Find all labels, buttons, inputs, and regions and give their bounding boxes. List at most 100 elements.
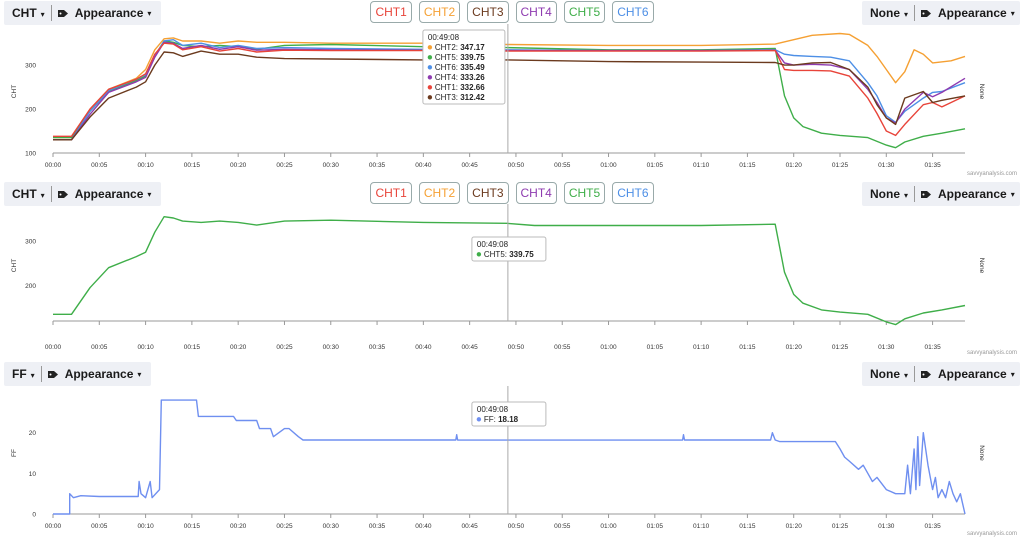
x-tick-label: 00:25 <box>276 523 293 530</box>
cht-all-chart[interactable]: 00:00 00:05 00:10 00:15 00:20 00:25 00:30 00:35… <box>0 0 1024 180</box>
divider <box>50 5 52 21</box>
x-tick-label: 00:55 <box>554 523 571 530</box>
watermark: savvyanalysis.com <box>967 171 1018 177</box>
ff-chart[interactable]: 00:00 00:05 00:10 00:15 00:20 00:25 00:30 00:35… <box>0 361 1024 540</box>
x-tick-label: 00:20 <box>230 162 247 169</box>
x-tick-label: 01:10 <box>693 344 710 351</box>
right-axis-label: None <box>978 258 985 274</box>
x-tick-label: 01:15 <box>739 162 756 169</box>
chevron-down-icon: ▾ <box>1010 369 1015 379</box>
x-tick-label: 01:10 <box>693 523 710 530</box>
x-tick-label: 00:30 <box>323 523 340 530</box>
right-series-select[interactable]: None ▾ <box>870 367 909 381</box>
right-series-select[interactable]: None ▾ <box>870 187 909 201</box>
left-series-select[interactable]: CHT ▾ <box>12 6 45 20</box>
y-tick-label: 300 <box>25 63 36 70</box>
y-tick-label: 10 <box>29 471 37 478</box>
y-tick-label: 100 <box>25 151 36 158</box>
tag-icon <box>57 190 69 199</box>
chart-panel-1: CHT ▾ Appearance ▾ CHT1 CHT2 CHT3 CHT4 CHT5 CHT… <box>0 0 1024 180</box>
cht5-chart[interactable]: 00:00 00:05 00:10 00:15 00:20 00:25 00:30 00:35… <box>0 181 1024 359</box>
left-series-select[interactable]: CHT ▾ <box>12 187 45 201</box>
right-appearance-button[interactable]: Appearance ▾ <box>921 367 1015 381</box>
chevron-down-icon: ▾ <box>904 191 909 200</box>
tooltip-row: CHT1: 332.66 <box>435 83 485 92</box>
x-tick-label: 00:10 <box>137 523 154 530</box>
chart-panel-3: FF ▾ Appearance ▾ None ▾ Appearance ▾ 00:00 0… <box>0 361 1024 540</box>
series-line-cht5 <box>53 216 966 326</box>
panel-1-right-controls: None ▾ Appearance ▾ <box>862 1 1020 25</box>
tooltip-time: 00:49:08 <box>477 405 509 414</box>
divider <box>40 366 42 382</box>
tooltip-row: CHT6: 335.49 <box>435 63 485 72</box>
x-tick-label: 01:05 <box>647 523 664 530</box>
x-tick-label: 00:45 <box>462 344 479 351</box>
y-tick-label: 200 <box>25 283 36 290</box>
chevron-down-icon: ▾ <box>30 371 35 380</box>
y-tick-label: 20 <box>29 430 37 437</box>
x-tick-label: 00:20 <box>230 344 247 351</box>
panel-3-right-controls: None ▾ Appearance ▾ <box>862 362 1020 386</box>
right-series-select[interactable]: None ▾ <box>870 6 909 20</box>
appearance-button[interactable]: Appearance ▾ <box>47 367 142 381</box>
x-tick-label: 01:25 <box>832 523 849 530</box>
tooltip-dot <box>476 252 482 257</box>
right-axis-label: None <box>978 84 985 100</box>
series-toggle-buttons: CHT1 CHT2 CHT3 CHT4 CHT5 CHT6 <box>0 1 1024 23</box>
x-tick-label: 00:05 <box>91 344 108 351</box>
divider <box>914 366 916 382</box>
x-tick-label: 00:00 <box>45 523 62 530</box>
toggle-cht2-button[interactable]: CHT2 <box>418 1 461 23</box>
watermark: savvyanalysis.com <box>967 350 1018 356</box>
panel-2-toolbar: CHT ▾ Appearance ▾ CHT1 CHT2 CHT3 CHT4 CHT5 CHT… <box>0 181 1024 207</box>
x-tick-label: 00:25 <box>276 162 293 169</box>
toggle-cht2-button[interactable]: CHT2 <box>418 182 461 204</box>
chevron-down-icon: ▾ <box>1010 189 1015 199</box>
tooltip-dot <box>427 55 433 60</box>
toggle-cht4-button[interactable]: CHT4 <box>515 182 557 204</box>
x-tick-label: 00:20 <box>230 523 247 530</box>
x-tick-label: 01:00 <box>600 162 617 169</box>
panel-3-left-controls: FF ▾ Appearance ▾ <box>4 362 152 386</box>
toggle-cht5-button[interactable]: CHT5 <box>563 1 606 23</box>
x-tick-label: 01:25 <box>832 162 849 169</box>
toggle-cht6-button[interactable]: CHT6 <box>612 1 654 23</box>
divider <box>50 186 52 202</box>
toggle-cht3-button[interactable]: CHT3 <box>467 182 509 204</box>
x-tick-label: 01:30 <box>878 344 895 351</box>
tooltip-dot <box>427 75 433 80</box>
tooltip-box <box>471 401 547 427</box>
toggle-cht3-button[interactable]: CHT3 <box>467 1 509 23</box>
x-tick-label: 00:30 <box>323 344 340 351</box>
appearance-button[interactable]: Appearance ▾ <box>57 6 151 20</box>
x-tick-label: 00:10 <box>137 344 154 351</box>
toggle-cht4-button[interactable]: CHT4 <box>515 1 557 23</box>
tooltip-dot <box>427 65 433 70</box>
x-tick-label: 00:55 <box>554 162 571 169</box>
x-tick-label: 01:00 <box>600 523 617 530</box>
appearance-button[interactable]: Appearance ▾ <box>57 187 152 201</box>
tooltip-time: 00:49:08 <box>477 240 509 249</box>
x-tick-label: 00:25 <box>276 344 293 351</box>
right-appearance-button[interactable]: Appearance ▾ <box>921 187 1015 201</box>
left-series-select[interactable]: FF ▾ <box>12 367 35 381</box>
x-tick-label: 00:00 <box>45 162 62 169</box>
y-tick-label: 300 <box>25 239 36 246</box>
panel-3-toolbar: FF ▾ Appearance ▾ None ▾ Appearance ▾ <box>0 361 1024 387</box>
tooltip-row: CHT3: 312.42 <box>435 93 485 102</box>
toggle-cht5-button[interactable]: CHT5 <box>563 182 606 204</box>
y-tick-label: 200 <box>25 107 36 114</box>
tooltip-box <box>471 236 547 262</box>
toggle-cht1-button[interactable]: CHT1 <box>370 1 412 23</box>
series-line-cht2 <box>53 32 966 139</box>
x-tick-label: 00:50 <box>508 162 525 169</box>
chevron-down-icon: ▾ <box>147 189 152 199</box>
right-appearance-button[interactable]: Appearance ▾ <box>921 6 1015 20</box>
chevron-down-icon: ▾ <box>137 369 142 379</box>
x-tick-label: 00:30 <box>323 162 340 169</box>
toggle-cht1-button[interactable]: CHT1 <box>370 182 412 204</box>
y-tick-label: 0 <box>32 512 36 519</box>
x-tick-label: 00:50 <box>508 523 525 530</box>
toggle-cht6-button[interactable]: CHT6 <box>612 182 654 204</box>
x-tick-label: 00:00 <box>45 344 62 351</box>
